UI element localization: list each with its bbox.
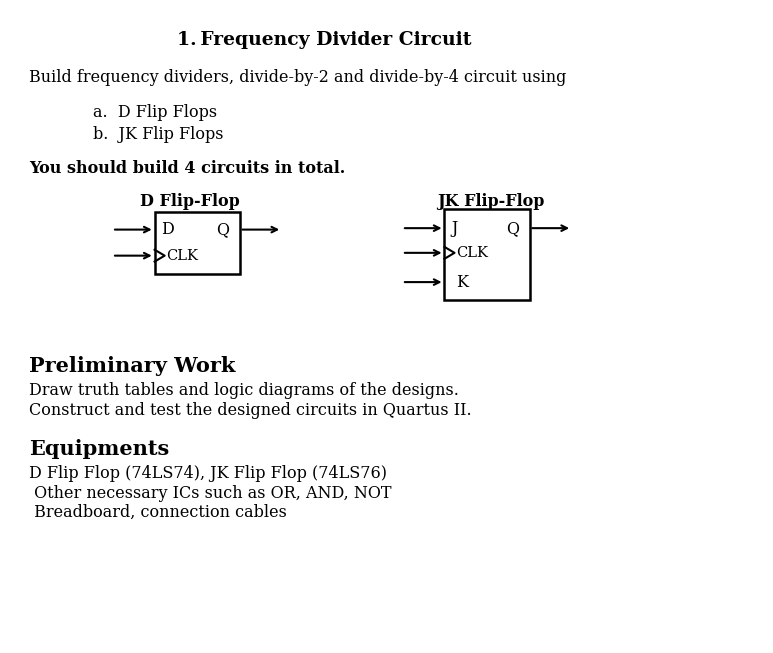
Text: CLK: CLK bbox=[166, 249, 199, 263]
Text: D Flip-Flop: D Flip-Flop bbox=[139, 193, 240, 210]
Text: b.  JK Flip Flops: b. JK Flip Flops bbox=[93, 126, 223, 143]
Text: Draw truth tables and logic diagrams of the designs.: Draw truth tables and logic diagrams of … bbox=[29, 382, 459, 399]
Text: a.  D Flip Flops: a. D Flip Flops bbox=[93, 104, 217, 121]
Text: Breadboard, connection cables: Breadboard, connection cables bbox=[29, 504, 288, 521]
Text: Preliminary Work: Preliminary Work bbox=[29, 356, 236, 376]
Text: Other necessary ICs such as OR, AND, NOT: Other necessary ICs such as OR, AND, NOT bbox=[29, 485, 392, 502]
Text: D Flip Flop (74LS74), JK Flip Flop (74LS76): D Flip Flop (74LS74), JK Flip Flop (74LS… bbox=[29, 465, 387, 482]
Text: CLK: CLK bbox=[456, 246, 489, 260]
Text: Build frequency dividers, divide-by-2 and divide-by-4 circuit using: Build frequency dividers, divide-by-2 an… bbox=[29, 69, 567, 86]
Text: Q: Q bbox=[216, 221, 229, 238]
Text: Q: Q bbox=[506, 219, 519, 236]
Text: Construct and test the designed circuits in Quartus II.: Construct and test the designed circuits… bbox=[29, 402, 472, 419]
Bar bbox=[444, 209, 530, 300]
Text: K: K bbox=[456, 274, 468, 291]
Text: Equipments: Equipments bbox=[29, 439, 169, 459]
Text: 1. Frequency Divider Circuit: 1. Frequency Divider Circuit bbox=[178, 31, 472, 50]
Text: JK Flip-Flop: JK Flip-Flop bbox=[438, 193, 544, 210]
Text: J: J bbox=[451, 219, 458, 236]
Bar bbox=[155, 212, 240, 274]
Text: D: D bbox=[162, 221, 174, 238]
Text: You should build 4 circuits in total.: You should build 4 circuits in total. bbox=[29, 160, 346, 177]
